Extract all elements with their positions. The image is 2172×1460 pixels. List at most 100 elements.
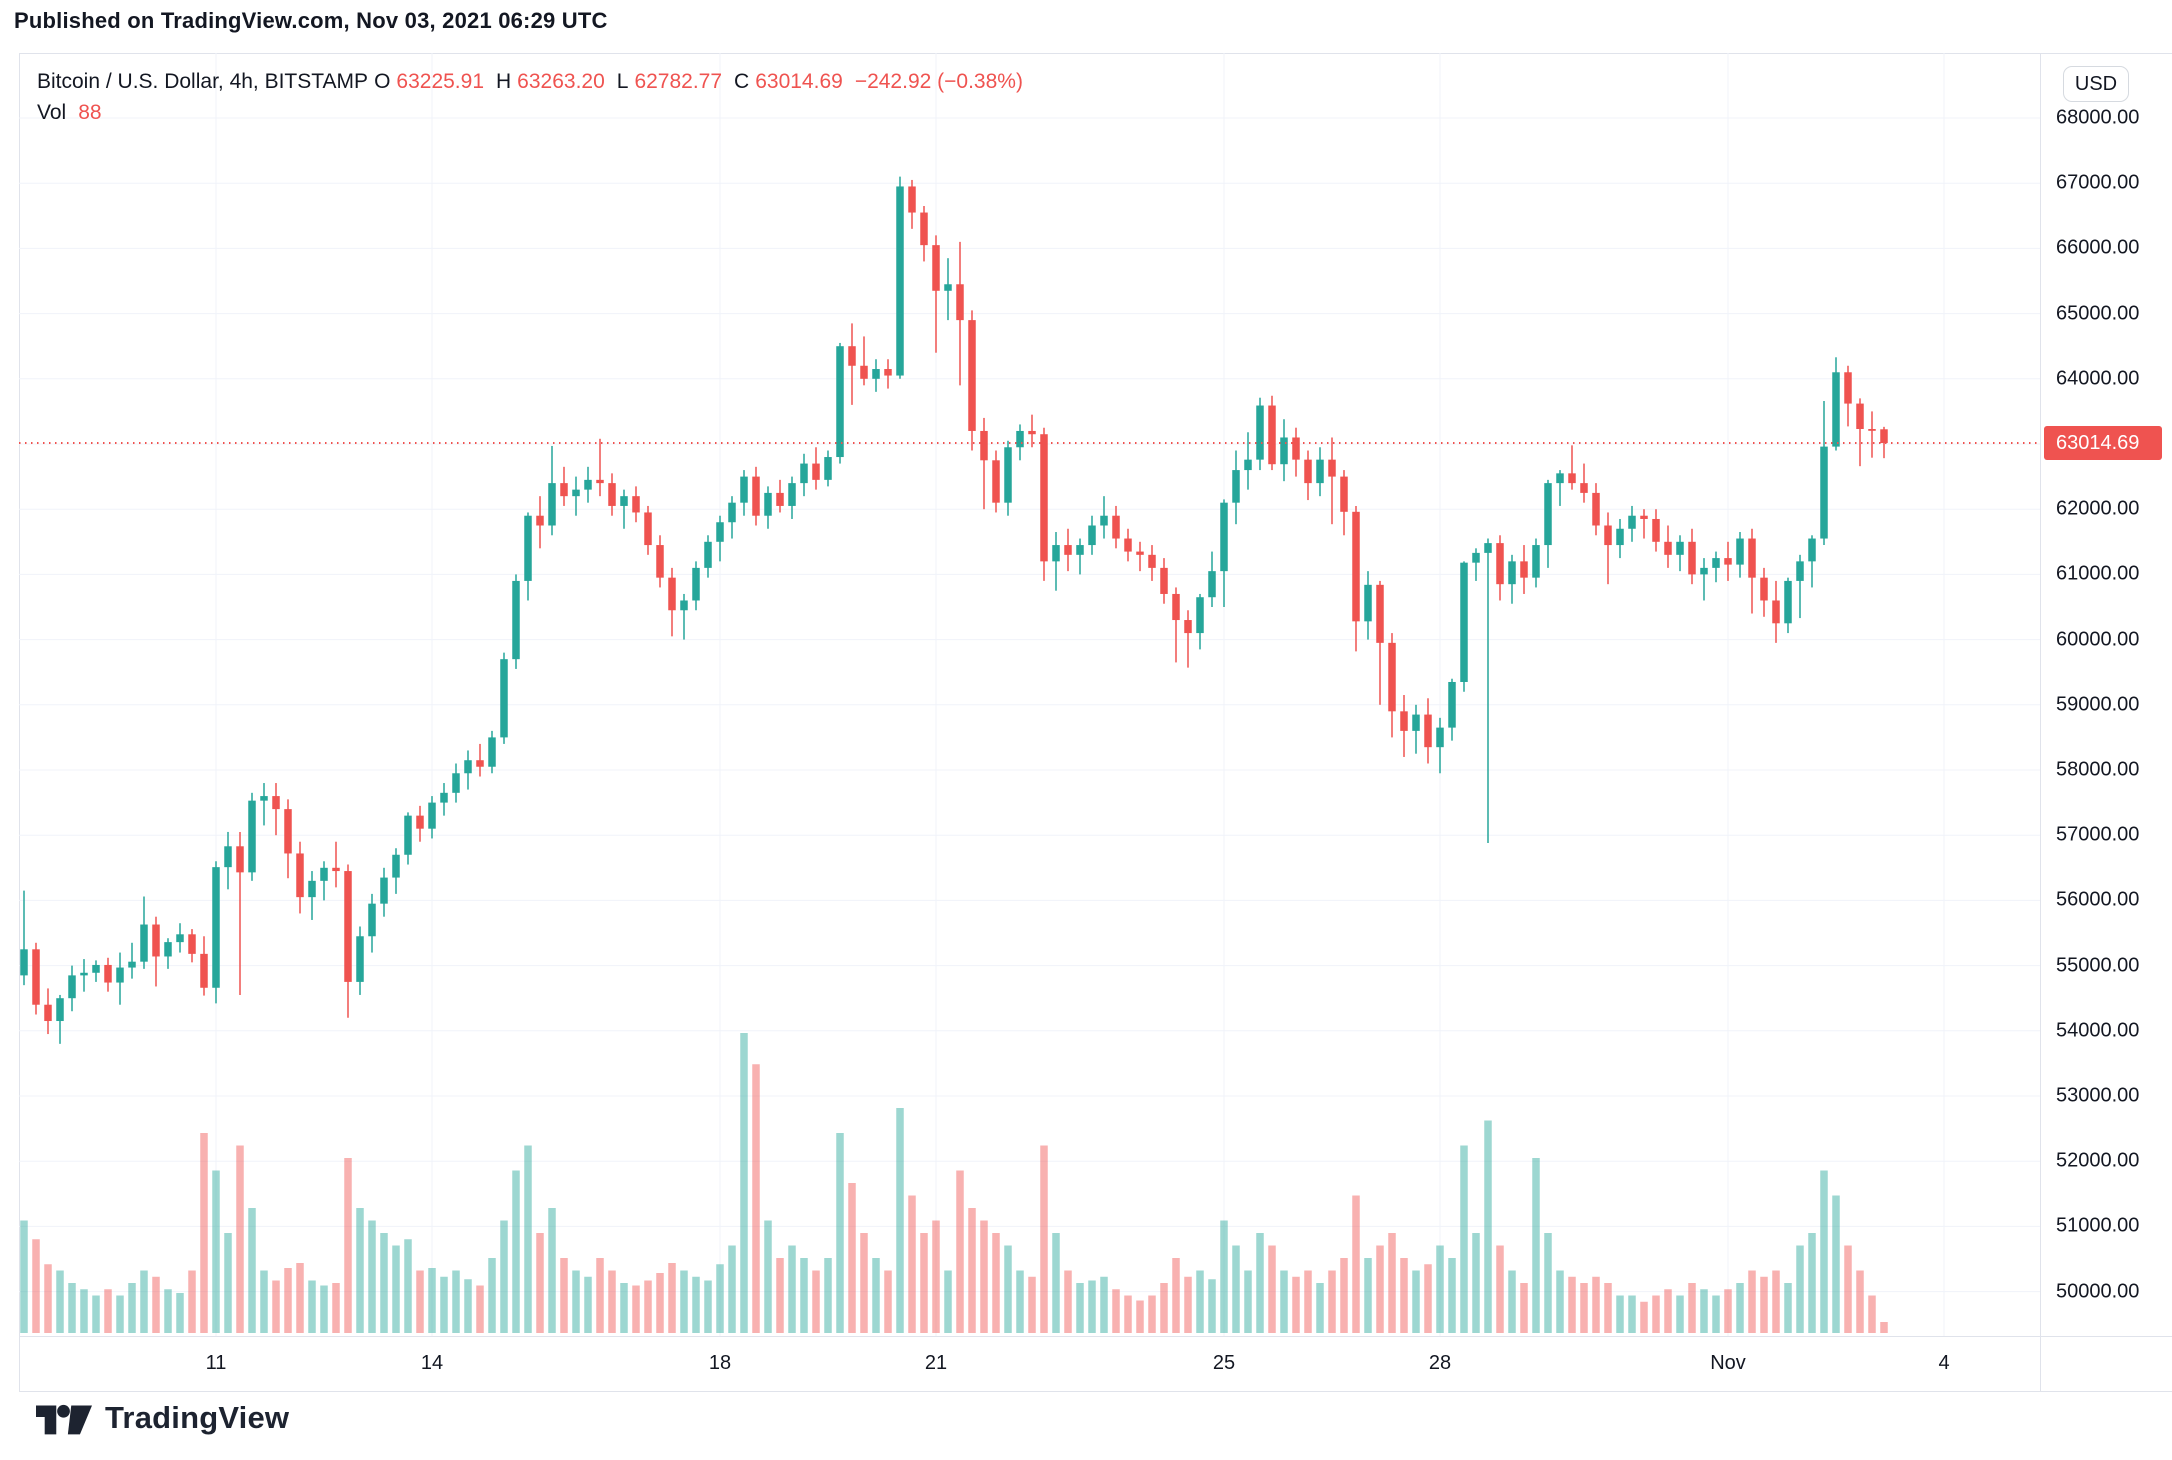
volume-bar[interactable] [1496,1245,1504,1334]
volume-bar[interactable] [116,1295,124,1334]
volume-bar[interactable] [1640,1301,1648,1333]
volume-bar[interactable] [32,1239,40,1333]
candle-body[interactable] [1796,561,1804,581]
volume-bar[interactable] [344,1158,352,1333]
candle-body[interactable] [476,760,484,767]
volume-bar[interactable] [932,1220,940,1334]
volume-bar[interactable] [560,1258,568,1333]
candle-body[interactable] [176,934,184,943]
candle-body[interactable] [1832,372,1840,447]
volume-bar[interactable] [260,1270,268,1334]
candle-body[interactable] [344,871,352,982]
candle-body[interactable] [1844,372,1852,404]
volume-bar[interactable] [800,1258,808,1333]
candle-body[interactable] [704,541,712,568]
candle-body[interactable] [1316,459,1324,484]
candle-body[interactable] [1304,459,1312,484]
candle-body[interactable] [644,512,652,546]
candle-body[interactable] [1004,447,1012,503]
candle-body[interactable] [212,867,220,988]
volume-bar[interactable] [1592,1276,1600,1333]
volume-bar[interactable] [1316,1283,1324,1333]
candle-body[interactable] [1016,430,1024,448]
candle-body[interactable] [572,489,580,497]
volume-bar[interactable] [1208,1279,1216,1333]
candle-body[interactable] [320,867,328,881]
volume-bar[interactable] [332,1283,340,1333]
volume-bar[interactable] [140,1270,148,1334]
volume-bar[interactable] [368,1220,376,1334]
candle-body[interactable] [1148,554,1156,568]
volume-bar[interactable] [1760,1276,1768,1333]
volume-bar[interactable] [428,1268,436,1333]
candle-body[interactable] [536,515,544,526]
volume-bar[interactable] [1232,1245,1240,1334]
volume-bar[interactable] [1784,1283,1792,1333]
candle-body[interactable] [392,854,400,878]
volume-bar[interactable] [1424,1264,1432,1333]
candle-body[interactable] [1208,571,1216,598]
candle-body[interactable] [368,903,376,937]
candle-body[interactable] [1376,584,1384,643]
volume-bar[interactable] [632,1285,640,1334]
volume-bar[interactable] [20,1220,28,1334]
candle-body[interactable] [1676,541,1684,555]
candle-body[interactable] [1196,597,1204,634]
volume-bar[interactable] [752,1064,760,1333]
volume-bar[interactable] [872,1258,880,1333]
candle-body[interactable] [164,942,172,957]
candle-body[interactable] [1808,538,1816,562]
candle-body[interactable] [608,483,616,506]
volume-bar[interactable] [776,1258,784,1333]
volume-bar[interactable] [812,1270,820,1334]
candle-body[interactable] [596,479,604,484]
volume-bar[interactable] [1184,1276,1192,1333]
candle-body[interactable] [716,522,724,542]
candle-body[interactable] [1784,580,1792,624]
volume-bar[interactable] [404,1239,412,1333]
volume-bar[interactable] [1616,1295,1624,1334]
volume-bar[interactable] [1196,1270,1204,1334]
candle-body[interactable] [800,463,808,484]
volume-bar[interactable] [596,1258,604,1333]
volume-bar[interactable] [176,1293,184,1333]
candle-body[interactable] [1664,541,1672,555]
candle-body[interactable] [20,949,28,976]
candle-body[interactable] [1160,567,1168,594]
candle-body[interactable] [812,463,820,480]
volume-bar[interactable] [1040,1145,1048,1334]
volume-bar[interactable] [1688,1283,1696,1333]
volume-bar[interactable] [356,1208,364,1333]
candle-body[interactable] [740,476,748,503]
volume-bar[interactable] [980,1220,988,1334]
candle-body[interactable] [44,1004,52,1022]
candle-body[interactable] [1088,525,1096,546]
candle-body[interactable] [524,515,532,581]
volume-bar[interactable] [764,1220,772,1334]
volume-bar[interactable] [1100,1276,1108,1333]
candle-body[interactable] [956,284,964,321]
candle-body[interactable] [1748,538,1756,578]
volume-bar[interactable] [68,1283,76,1333]
volume-bar[interactable] [1532,1158,1540,1333]
volume-bar[interactable] [944,1270,952,1334]
candle-body[interactable] [152,924,160,957]
volume-bar[interactable] [56,1270,64,1334]
volume-bar[interactable] [1124,1295,1132,1334]
volume-bar[interactable] [1244,1270,1252,1334]
volume-bar[interactable] [740,1033,748,1333]
volume-bar[interactable] [1364,1258,1372,1333]
candle-body[interactable] [332,867,340,872]
volume-bar[interactable] [716,1264,724,1333]
candle-body[interactable] [1820,446,1828,539]
volume-bar[interactable] [1064,1270,1072,1334]
volume-bar[interactable] [488,1258,496,1333]
volume-bar[interactable] [476,1285,484,1334]
volume-bar[interactable] [992,1233,1000,1333]
volume-bar[interactable] [1544,1233,1552,1333]
candle-body[interactable] [1292,437,1300,460]
candle-body[interactable] [380,877,388,904]
candle-body[interactable] [1172,593,1180,621]
volume-bar[interactable] [1328,1270,1336,1334]
candle-body[interactable] [1628,515,1636,529]
